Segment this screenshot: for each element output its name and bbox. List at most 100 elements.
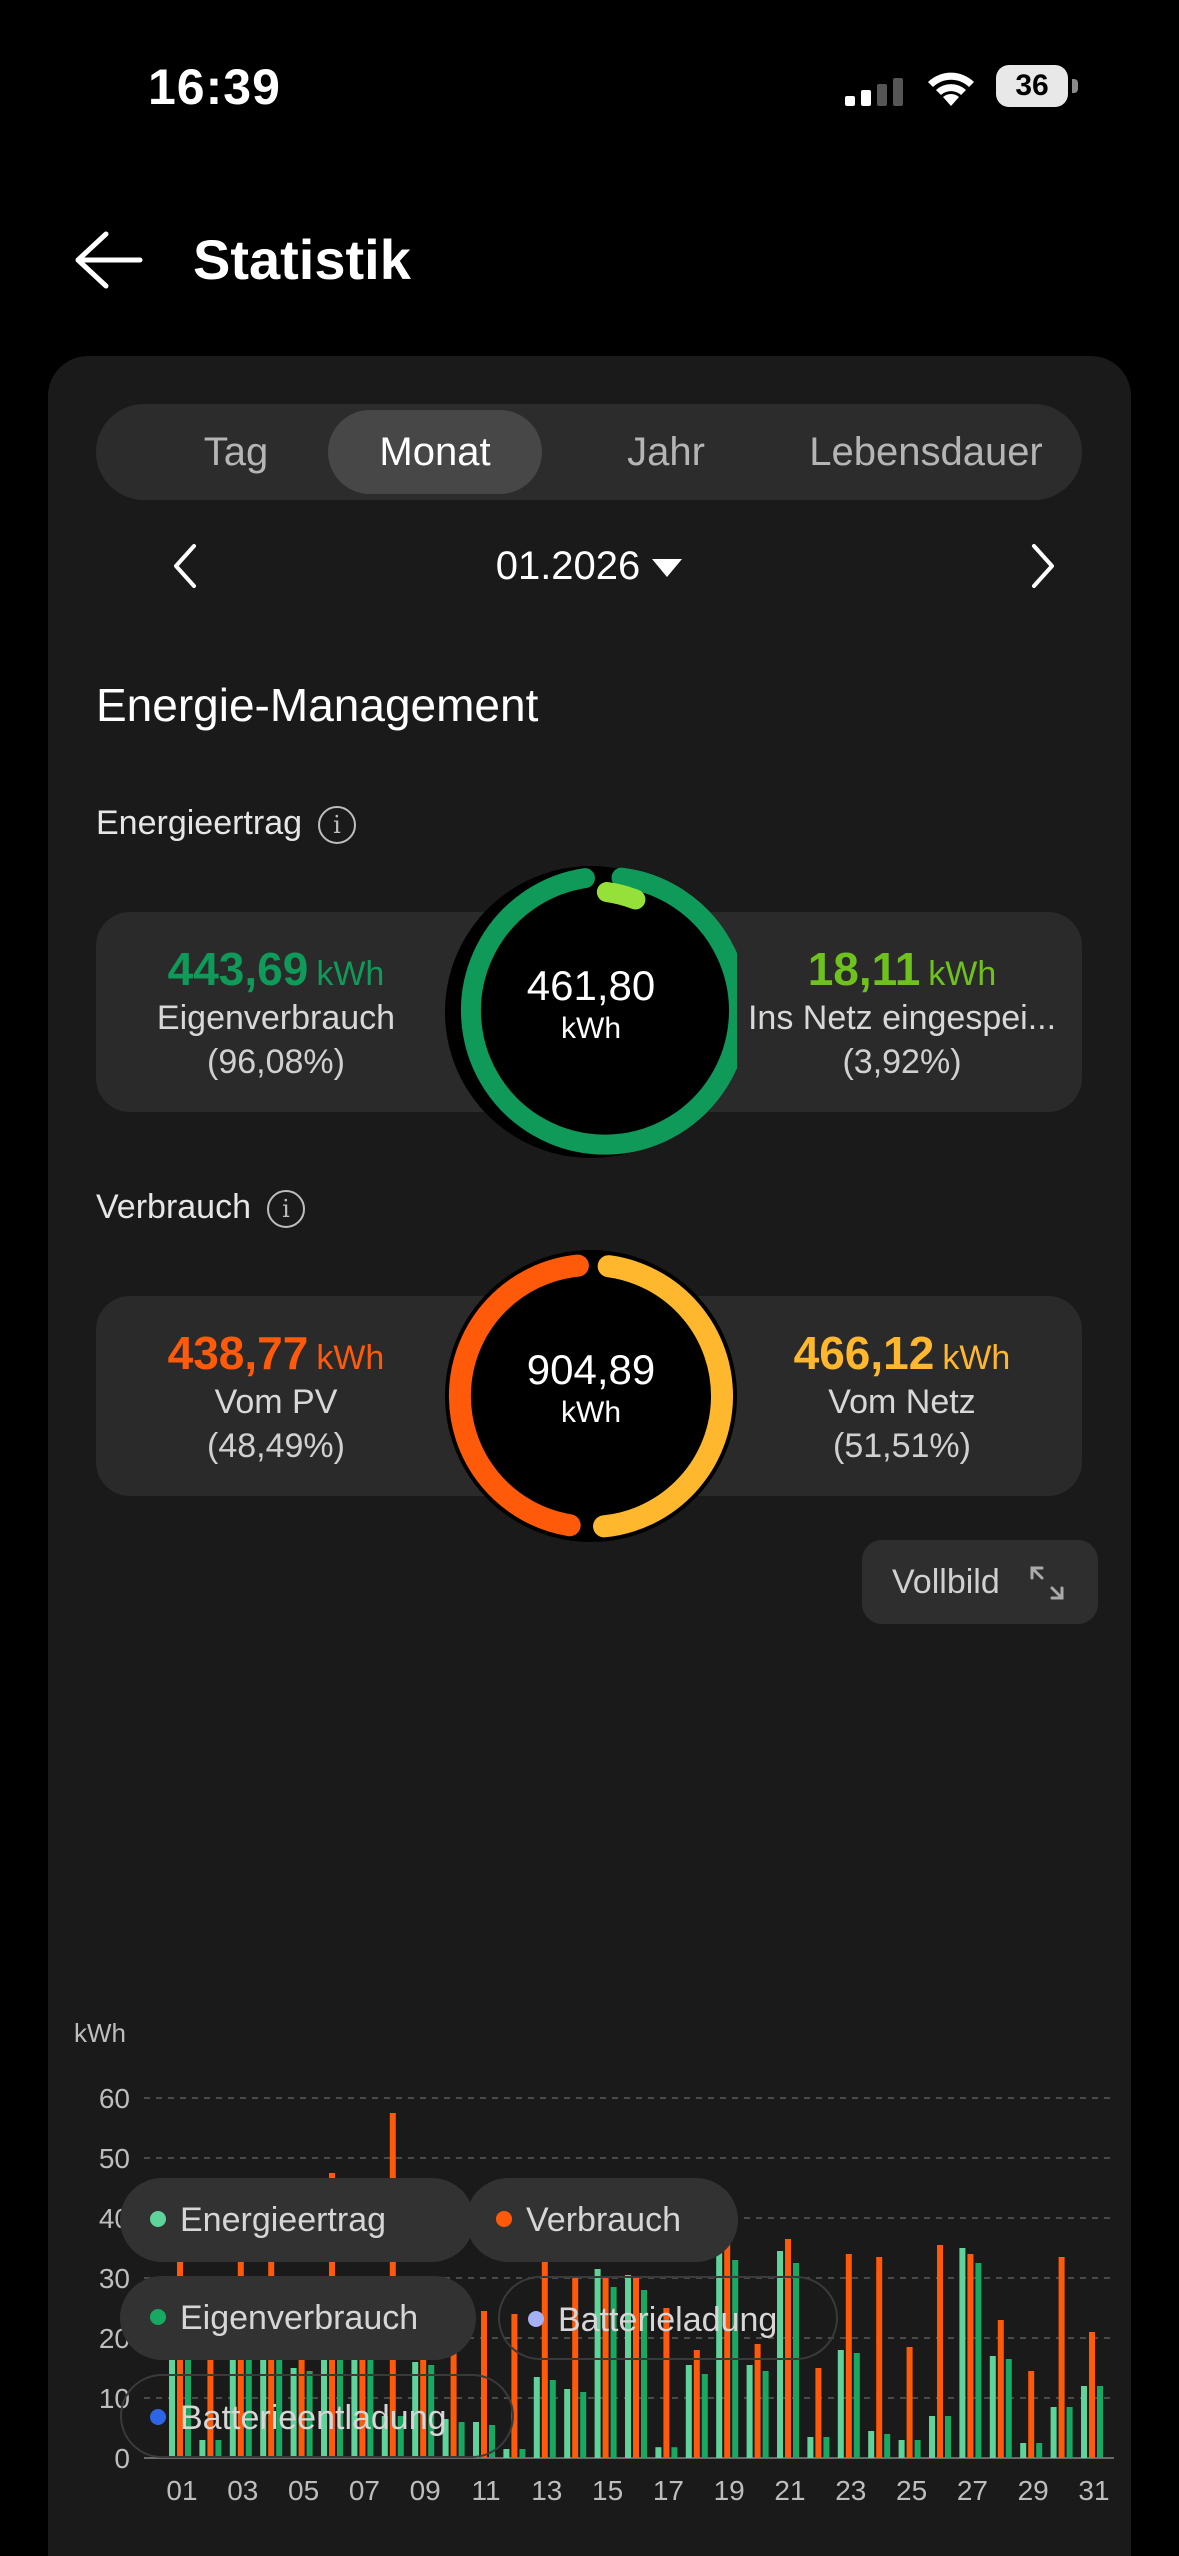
bar-verbrauch-23 (845, 2254, 852, 2458)
info-icon[interactable]: i (318, 806, 357, 845)
eigenverbrauch-name: Eigenverbrauch (156, 999, 396, 1037)
einspeisung-name: Ins Netz eingespei... (747, 999, 1057, 1037)
bar-eigenverbrauch-30 (1066, 2407, 1073, 2458)
x-tick-label: 03 (227, 2475, 258, 2506)
bar-verbrauch-16 (633, 2278, 639, 2458)
bar-eigenverbrauch-26 (945, 2416, 951, 2458)
bar-energieertrag-20 (746, 2365, 753, 2458)
bar-eigenverbrauch-14 (580, 2392, 587, 2458)
x-tick-label: 07 (349, 2475, 380, 2506)
page-title: Statistik (193, 228, 411, 291)
bar-eigenverbrauch-08 (397, 2416, 404, 2458)
bar-eigenverbrauch-03 (245, 2326, 252, 2458)
bar-eigenverbrauch-20 (762, 2371, 769, 2458)
legend-batterieladung[interactable]: Batterieladung (498, 2276, 838, 2360)
tab-lebensdauer[interactable]: Lebensdauer (809, 430, 1043, 474)
back-arrow-icon[interactable] (72, 228, 144, 292)
bar-energieertrag-13 (533, 2377, 540, 2458)
bar-eigenverbrauch-05 (306, 2371, 313, 2458)
bar-energieertrag-08 (381, 2416, 388, 2458)
bar-energieertrag-07 (351, 2335, 358, 2458)
bar-verbrauch-24 (876, 2257, 883, 2458)
y-axis-label: kWh (74, 2018, 126, 2048)
bar-eigenverbrauch-18 (701, 2374, 708, 2458)
x-tick-label: 31 (1078, 2475, 1109, 2506)
page-header: Statistik (0, 200, 1179, 320)
bar-energieertrag-16 (625, 2275, 631, 2458)
bar-eigenverbrauch-23 (853, 2353, 860, 2458)
bar-eigenverbrauch-02 (215, 2440, 222, 2458)
bar-verbrauch-07 (359, 2305, 366, 2458)
bar-eigenverbrauch-22 (823, 2437, 830, 2458)
x-tick-label: 11 (471, 2475, 500, 2506)
bar-eigenverbrauch-06 (337, 2326, 343, 2458)
previous-month-icon[interactable] (166, 542, 206, 590)
bar-eigenverbrauch-01 (185, 2317, 191, 2458)
tab-jahr[interactable]: Jahr (627, 430, 705, 474)
date-value: 01.2026 (495, 544, 641, 588)
bar-verbrauch-19 (724, 2230, 731, 2458)
x-tick-label: 17 (653, 2475, 684, 2506)
legend-batterieentladung[interactable]: Batterieentladung (120, 2374, 514, 2458)
netz-einspeisung-stat: 18,11 kWh Ins Netz eingespei... (3,92%) (722, 942, 1082, 1084)
bar-energieertrag-12 (503, 2449, 510, 2458)
status-time: 16:39 (148, 59, 281, 115)
bar-energieertrag-30 (1050, 2407, 1057, 2458)
bar-energieertrag-21 (777, 2251, 783, 2458)
bar-energieertrag-24 (868, 2431, 875, 2458)
energieertrag-unit: kWh (561, 1012, 621, 1045)
eigenverbrauch-value: 443,69 (167, 943, 309, 995)
verbrauch-label: Verbrauch i (96, 1188, 305, 1229)
vom-netz-unit: kWh (942, 1339, 1011, 1377)
bar-energieertrag-15 (594, 2269, 601, 2458)
bar-verbrauch-28 (997, 2320, 1004, 2458)
bar-energieertrag-09 (412, 2362, 419, 2458)
vom-pv-stat: 438,77 kWh Vom PV (48,49%) (96, 1326, 456, 1468)
tab-tag[interactable]: Tag (203, 430, 269, 474)
bar-eigenverbrauch-28 (1005, 2359, 1012, 2458)
x-tick-label: 19 (714, 2475, 745, 2506)
bar-eigenverbrauch-25 (914, 2440, 921, 2458)
bar-eigenverbrauch-21 (793, 2263, 799, 2458)
info-icon[interactable]: i (267, 1190, 305, 1229)
date-selector: 01.2026 (96, 526, 1082, 606)
bar-verbrauch-30 (1058, 2257, 1065, 2458)
statistics-card: Tag Monat Jahr Lebensdauer 01.2026 Energ… (48, 356, 1131, 2556)
date-picker[interactable]: 01.2026 (96, 538, 1082, 594)
y-tick-label: 0 (114, 2443, 130, 2474)
bar-verbrauch-14 (572, 2278, 579, 2458)
tab-monat[interactable]: Monat (328, 410, 542, 494)
x-tick-label: 05 (288, 2475, 319, 2506)
bar-energieertrag-19 (716, 2245, 723, 2458)
bar-eigenverbrauch-15 (610, 2287, 617, 2458)
bar-eigenverbrauch-27 (975, 2263, 982, 2458)
bar-energieertrag-28 (989, 2356, 996, 2458)
legend-dot (150, 2211, 166, 2228)
bar-energieertrag-03 (229, 2326, 236, 2458)
verbrauch-donut: 904,89 kWh (445, 1250, 737, 1542)
energieertrag-total: 461,80 (526, 962, 656, 1009)
legend-eigenverbrauch[interactable]: Eigenverbrauch (120, 2276, 476, 2360)
bar-energieertrag-18 (685, 2365, 692, 2458)
bar-energieertrag-01 (169, 2314, 175, 2458)
vom-netz-value: 466,12 (793, 1327, 935, 1379)
bar-energieertrag-25 (898, 2440, 905, 2458)
bar-verbrauch-12 (511, 2314, 518, 2458)
bar-eigenverbrauch-24 (884, 2434, 891, 2458)
legend-energieertrag[interactable]: Energieertrag (120, 2178, 474, 2262)
battery-icon: 36 (996, 65, 1078, 107)
bar-energieertrag-31 (1081, 2386, 1087, 2458)
next-month-icon[interactable] (1022, 542, 1062, 590)
x-tick-label: 29 (1018, 2475, 1049, 2506)
vom-pv-percent: (48,49%) (207, 1427, 345, 1465)
legend-dot (496, 2211, 512, 2228)
bar-verbrauch-10 (450, 2323, 457, 2458)
vom-netz-name: Vom Netz (828, 1383, 976, 1421)
bar-verbrauch-20 (754, 2344, 761, 2458)
einspeisung-value: 18,11 (807, 943, 921, 995)
legend-verbrauch[interactable]: Verbrauch (466, 2178, 738, 2262)
eigenverbrauch-unit: kWh (316, 955, 385, 993)
fullscreen-button[interactable]: Vollbild (862, 1540, 1098, 1624)
x-tick-label: 27 (957, 2475, 988, 2506)
eigenverbrauch-percent: (96,08%) (207, 1043, 345, 1081)
